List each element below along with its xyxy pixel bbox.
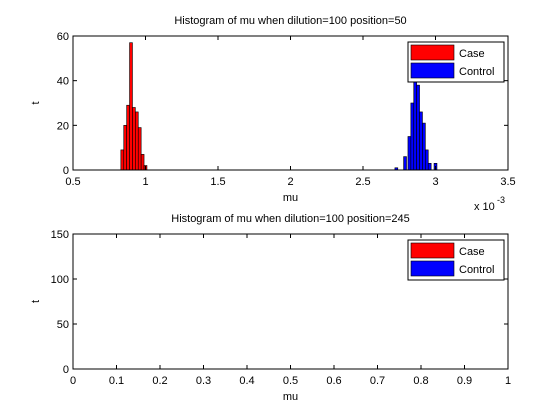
x-tick-label: 1.5 <box>210 176 225 188</box>
x-tick-label: 0.1 <box>109 375 124 387</box>
bar-control <box>403 156 407 171</box>
x-tick-label: 0.9 <box>457 375 472 387</box>
x-tick-label: 0.5 <box>65 176 80 188</box>
chart-top: 0.5 1 1.5 2 2.5 3 3.5 0 20 40 60 Histogram of mu wh… <box>30 15 516 213</box>
x-tick-label: 0.2 <box>152 375 167 387</box>
legend-swatch-case <box>410 44 455 61</box>
y-tick-label: 20 <box>57 120 69 132</box>
x-multiplier-exponent: -3 <box>497 195 505 205</box>
x-tick-label: 0.3 <box>196 375 211 387</box>
bar-control <box>407 136 412 171</box>
bar-control <box>410 102 415 171</box>
legend-label-case: Case <box>459 48 485 60</box>
x-tick-label: 0.6 <box>326 375 341 387</box>
bar-case <box>126 104 130 171</box>
legend-label-control: Control <box>459 264 494 276</box>
bar-case <box>123 125 127 171</box>
chart-title: Histogram of mu when dilution=100 positi… <box>171 213 409 225</box>
x-tick-label: 1 <box>505 375 511 387</box>
x-tick-label: 2 <box>287 176 293 188</box>
x-tick-label: 3.5 <box>500 176 515 188</box>
x-tick-label: 3 <box>432 176 438 188</box>
bar-case <box>132 107 136 171</box>
bar-case <box>137 127 142 171</box>
y-axis-label: t <box>30 300 42 303</box>
x-tick-label: 0.7 <box>370 375 385 387</box>
bar-case <box>129 42 133 171</box>
bar-case <box>140 154 145 171</box>
y-tick-label: 40 <box>57 76 69 88</box>
x-tick-label: 0.8 <box>413 375 428 387</box>
legend-label-case: Case <box>459 246 485 258</box>
x-tick-label: 0.5 <box>283 375 298 387</box>
legend-swatch-control <box>410 62 455 79</box>
bar-control <box>413 75 417 171</box>
x-tick-label: 0 <box>70 375 76 387</box>
legend-label-control: Control <box>459 66 494 78</box>
bar-control <box>427 163 432 171</box>
x-tick-label: 0.4 <box>239 375 254 387</box>
chart-bottom: 0 0.1 0.2 0.3 0.4 0.5 0.6 0.7 0.8 0.9 1 0 50 100 150 Hi… <box>30 213 511 403</box>
y-axis-label: t <box>30 101 42 104</box>
bar-case <box>120 149 125 171</box>
y-tick-label: 150 <box>51 229 69 241</box>
x-multiplier: x 10 <box>474 201 495 213</box>
bar-control <box>419 111 423 171</box>
y-tick-label: 50 <box>57 319 69 331</box>
x-tick-label: 1 <box>142 176 148 188</box>
bar-case <box>135 111 139 171</box>
bar-control <box>422 122 426 171</box>
x-axis-label: mu <box>283 192 298 204</box>
legend-swatch-control <box>410 260 455 277</box>
y-tick-label: 0 <box>63 364 69 376</box>
bar-control <box>416 84 420 171</box>
y-tick-label: 0 <box>63 165 69 177</box>
bar-control <box>425 149 429 171</box>
y-tick-label: 60 <box>57 31 69 43</box>
chart-title: Histogram of mu when dilution=100 positi… <box>174 15 406 27</box>
x-tick-label: 2.5 <box>355 176 370 188</box>
x-axis-label: mu <box>283 391 298 403</box>
legend-swatch-case <box>410 242 455 259</box>
y-tick-label: 100 <box>51 274 69 286</box>
